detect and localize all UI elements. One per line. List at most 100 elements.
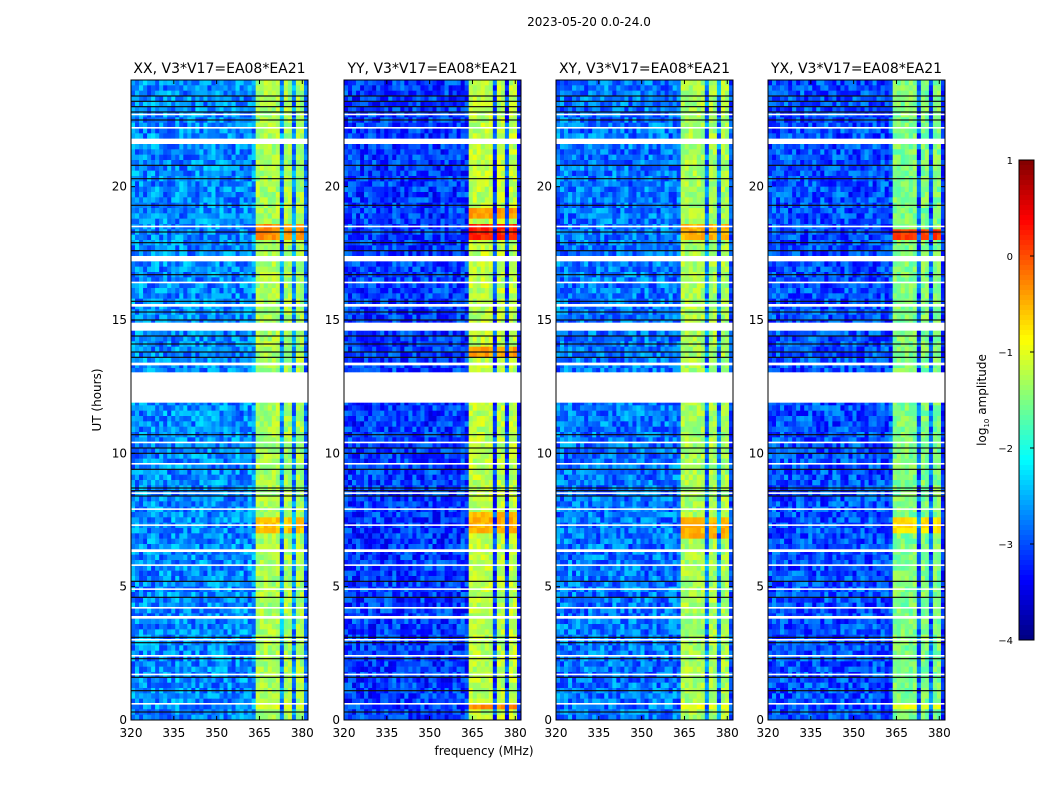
heatmap-cell <box>191 576 196 582</box>
heatmap-cell <box>179 181 184 187</box>
heatmap-cell <box>247 245 252 251</box>
heatmap-cell <box>291 624 297 630</box>
heatmap-cell <box>275 128 281 134</box>
heatmap-cell <box>247 144 252 150</box>
heatmap-cell <box>299 544 305 550</box>
heatmap-cell <box>151 570 156 577</box>
heatmap-cell <box>287 186 293 193</box>
heatmap-cell <box>195 144 200 150</box>
heatmap-cell <box>135 165 140 171</box>
heatmap-cell <box>259 437 265 443</box>
heatmap-cell <box>283 277 289 283</box>
heatmap-cell <box>163 645 168 651</box>
heatmap-cell <box>179 213 184 219</box>
heatmap-cell <box>175 469 180 475</box>
heatmap-cell <box>159 346 164 353</box>
heatmap-cell <box>187 501 192 507</box>
heatmap-cell <box>167 453 172 459</box>
heatmap-cell <box>147 528 152 534</box>
heatmap-cell <box>231 453 236 459</box>
heatmap-cell <box>259 565 265 571</box>
heatmap-cell <box>143 426 148 433</box>
heatmap-cell <box>151 106 156 113</box>
heatmap-cell <box>235 549 240 555</box>
heatmap-cell <box>251 346 256 353</box>
heatmap-cell <box>231 501 236 507</box>
heatmap-cell <box>191 218 196 225</box>
heatmap-cell <box>203 512 208 518</box>
heatmap-cell <box>231 122 236 129</box>
heatmap-cell <box>183 192 188 198</box>
heatmap-cell <box>199 608 204 614</box>
heatmap-cell <box>295 474 301 481</box>
heatmap-cell <box>211 192 216 198</box>
heatmap-cell <box>179 560 184 566</box>
heatmap-cell <box>243 501 248 507</box>
heatmap-cell <box>175 602 180 609</box>
heatmap-cell <box>227 293 232 299</box>
heatmap-cell <box>263 592 269 598</box>
heatmap-cell <box>211 90 216 97</box>
heatmap-cell <box>235 405 240 411</box>
heatmap-cell <box>171 645 176 651</box>
heatmap-cell <box>267 277 273 283</box>
heatmap-cell <box>155 549 160 555</box>
heatmap-cell <box>275 576 281 582</box>
heatmap-cell <box>151 629 156 635</box>
heatmap-cell <box>131 160 136 166</box>
heatmap-cell <box>159 677 164 683</box>
heatmap-cell <box>131 245 136 251</box>
heatmap-cell <box>267 245 273 251</box>
heatmap-cell <box>223 442 228 449</box>
heatmap-cell <box>267 368 273 374</box>
heatmap-cell <box>235 101 240 107</box>
heatmap-cell <box>179 282 184 289</box>
heatmap-cell <box>167 357 172 363</box>
heatmap-cell <box>243 101 248 107</box>
heatmap-cell <box>167 106 172 113</box>
heatmap-cell <box>303 581 308 587</box>
heatmap-cell <box>211 357 216 363</box>
heatmap-cell <box>163 266 168 273</box>
heatmap-cell <box>271 362 277 369</box>
heatmap-cell <box>287 218 293 225</box>
heatmap-cell <box>287 277 293 283</box>
heatmap-cell <box>263 208 269 214</box>
heatmap-cell <box>183 458 188 465</box>
heatmap-cell <box>203 661 208 667</box>
heatmap-cell <box>171 218 176 225</box>
heatmap-cell <box>279 85 285 91</box>
heatmap-cell <box>287 597 293 603</box>
heatmap-cell <box>143 186 148 193</box>
heatmap-cell <box>243 464 248 470</box>
heatmap-cell <box>207 528 212 534</box>
heatmap-cell <box>279 160 285 166</box>
heatmap-cell <box>195 352 200 358</box>
heatmap-cell <box>159 277 164 283</box>
heatmap-cell <box>167 362 172 369</box>
heatmap-cell <box>207 160 212 166</box>
heatmap-cell <box>207 336 212 342</box>
heatmap-cell <box>227 213 232 219</box>
heatmap-cell <box>283 517 289 523</box>
heatmap-cell <box>163 677 168 683</box>
heatmap-cell <box>279 101 285 107</box>
heatmap-cell <box>239 405 244 411</box>
heatmap-cell <box>303 496 308 502</box>
heatmap-cell <box>279 517 285 523</box>
heatmap-cell <box>279 133 285 139</box>
heatmap-cell <box>239 352 244 358</box>
heatmap-cell <box>291 234 297 241</box>
heatmap-cell <box>171 442 176 449</box>
heatmap-cell <box>211 128 216 134</box>
heatmap-cell <box>291 565 297 571</box>
heatmap-cell <box>255 581 261 587</box>
heatmap-cell <box>227 96 232 102</box>
heatmap-cell <box>159 565 164 571</box>
heatmap-cell <box>239 442 244 449</box>
heatmap-cell <box>303 160 308 166</box>
heatmap-cell <box>135 282 140 289</box>
heatmap-cell <box>135 160 140 166</box>
heatmap-cell <box>271 421 277 427</box>
heatmap-cell <box>139 608 144 614</box>
